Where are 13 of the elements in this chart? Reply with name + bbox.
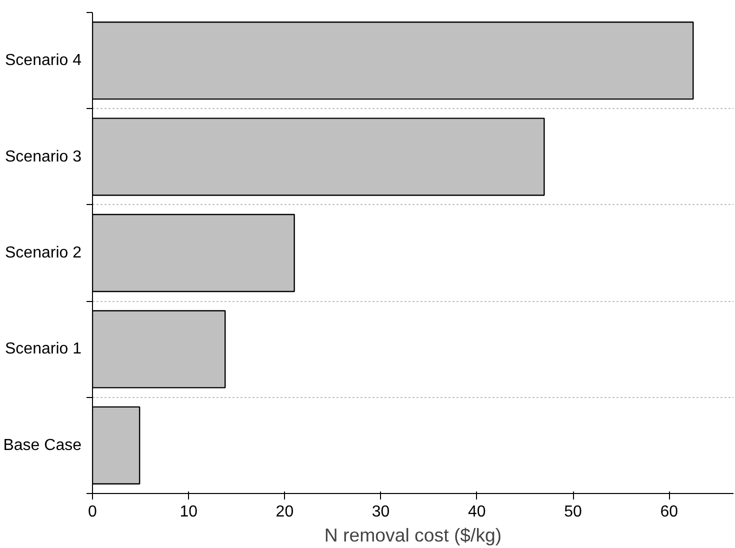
x-tick-label: 20 [276, 504, 294, 520]
x-tick-label: 0 [88, 504, 98, 520]
x-tick-label: 60 [660, 504, 678, 520]
x-tick-label: 40 [468, 504, 486, 520]
x-tick-label: 30 [372, 504, 390, 520]
x-axis-title: N removal cost ($/kg) [324, 524, 502, 546]
y-tick-label: Scenario 1 [5, 340, 82, 358]
x-tick-label: 50 [564, 504, 582, 520]
y-tick-label: Scenario 3 [5, 148, 82, 166]
y-tick-label: Scenario 2 [5, 244, 82, 262]
y-tick-label: Scenario 4 [5, 52, 82, 70]
x-tick-label: 10 [180, 504, 198, 520]
y-tick-label: Base Case [3, 436, 82, 454]
